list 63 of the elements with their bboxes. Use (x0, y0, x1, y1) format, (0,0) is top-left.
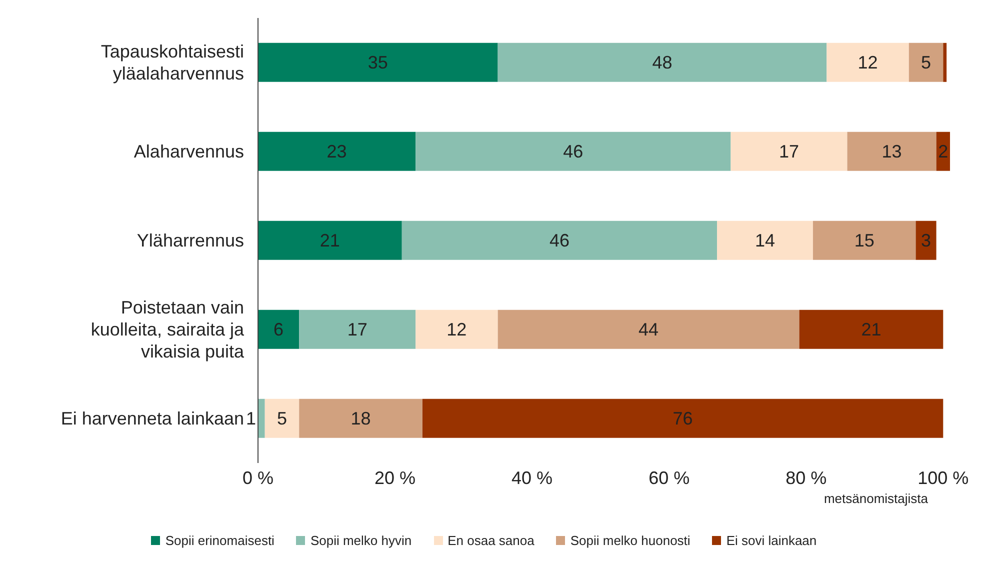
bar (847, 132, 936, 171)
bar (799, 310, 944, 349)
data-label: 76 (672, 408, 693, 428)
data-label: 12 (858, 52, 878, 72)
bar (908, 42, 944, 82)
data-label: 21 (861, 319, 882, 340)
bar (498, 42, 827, 82)
bar (416, 132, 731, 171)
bar (812, 220, 916, 260)
bar (258, 132, 416, 171)
y-tick-label: Tapauskohtaisesti yläalaharvennus (100, 42, 244, 84)
x-axis-title: metsänomistajista (824, 491, 929, 506)
data-label: 2 (938, 141, 948, 162)
data-label: 3 (921, 230, 932, 250)
x-tick-label: 0 % (242, 468, 274, 488)
data-label: 17 (347, 319, 368, 340)
data-label: 46 (563, 141, 584, 162)
bar (943, 42, 947, 82)
legend-label: Ei sovi lainkaan (725, 533, 817, 548)
y-tick-label: Ei harvenneta lainkaan (60, 408, 244, 428)
data-label: 13 (882, 141, 902, 162)
bar (258, 310, 300, 349)
bar (826, 42, 909, 82)
y-tick-label: Poistetaan vain kuolleita, sairaita ja vikaisia puita (90, 298, 245, 362)
data-label: 15 (854, 230, 874, 250)
x-tick-label: 80 % (786, 468, 827, 488)
y-tick-label: Alaharvennus (134, 142, 244, 162)
data-label: 23 (326, 141, 347, 162)
bar (402, 220, 718, 260)
data-label: 6 (274, 319, 284, 340)
legend-label: Sopii melko huonosti (569, 533, 690, 548)
data-label: 48 (652, 52, 672, 72)
x-tick-label: 100 % (918, 468, 969, 488)
bar (730, 132, 848, 171)
x-tick-label: 20 % (374, 468, 416, 488)
data-label: 5 (276, 408, 287, 428)
bar (498, 310, 800, 349)
bar (916, 220, 936, 260)
bar (416, 310, 498, 349)
bar (258, 42, 498, 82)
bar (422, 398, 944, 438)
legend-label: Sopii melko hyvin (309, 533, 412, 548)
data-label: 21 (320, 230, 340, 250)
data-label: 17 (778, 141, 800, 162)
data-label: 12 (446, 319, 467, 340)
data-label: 5 (921, 52, 932, 72)
data-label: 1 (246, 408, 256, 428)
bar (264, 398, 300, 438)
data-label: 35 (368, 52, 388, 72)
bar (299, 310, 416, 349)
bar (258, 220, 402, 260)
bar (717, 220, 813, 260)
bar (299, 398, 422, 438)
legend-label: Sopii erinomaisesti (164, 533, 274, 548)
data-label: 14 (754, 230, 776, 250)
data-label: 18 (350, 408, 371, 428)
legend-label: En osaa sanoa (446, 533, 534, 548)
bar (258, 398, 265, 438)
data-label: 44 (638, 319, 659, 340)
x-tick-label: 40 % (512, 468, 553, 488)
y-tick-label: Yläharrennus (136, 230, 244, 250)
data-label: 46 (549, 230, 570, 250)
x-tick-label: 60 % (648, 468, 690, 488)
